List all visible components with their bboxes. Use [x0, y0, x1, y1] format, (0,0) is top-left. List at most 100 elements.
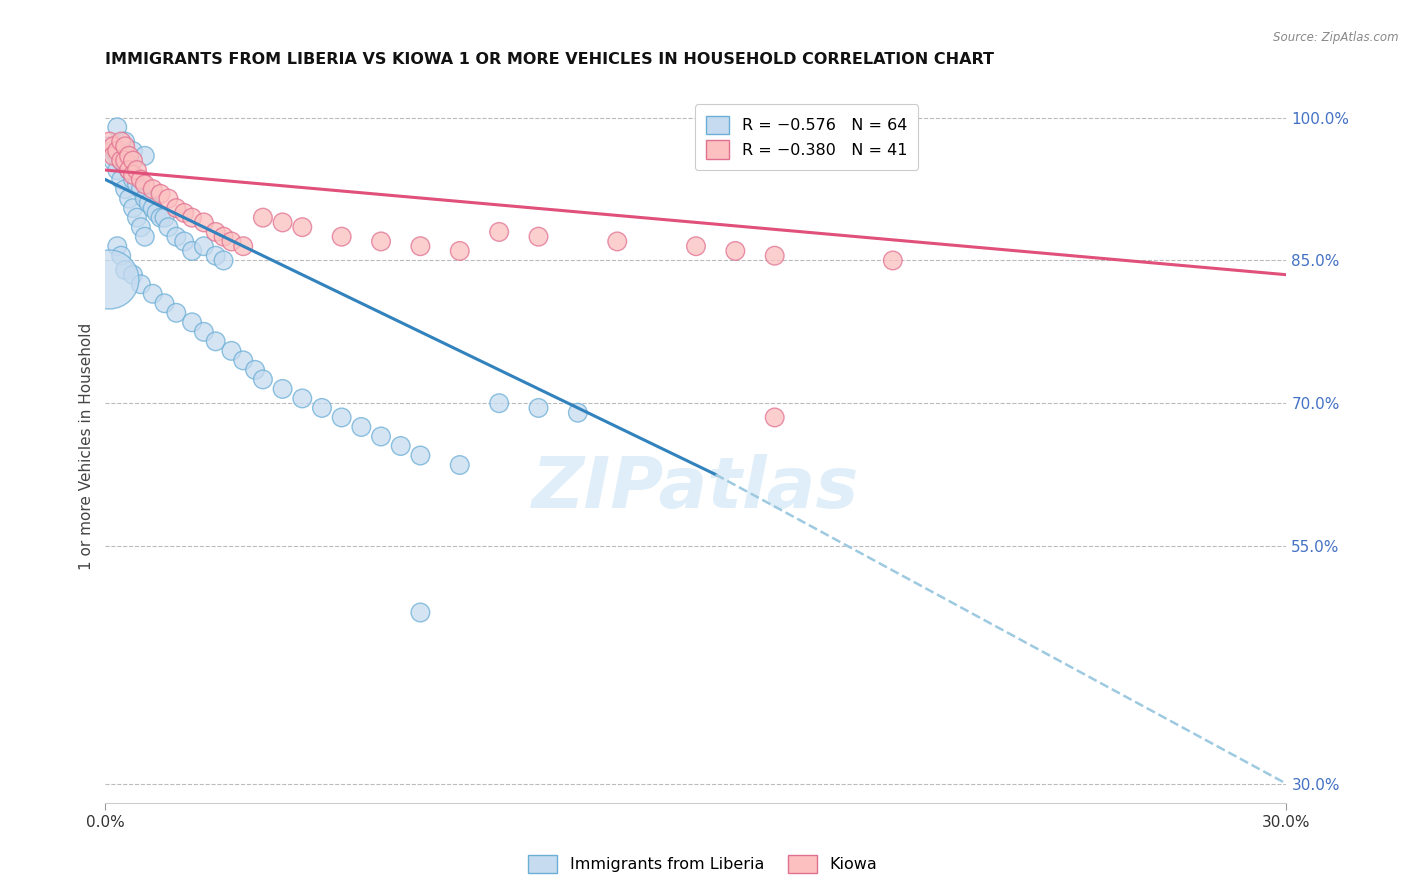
Point [181, 211, 204, 225]
Point [252, 211, 274, 225]
Point [118, 163, 141, 178]
Text: ZIPatlas: ZIPatlas [533, 454, 859, 524]
Legend: R = −0.576   N = 64, R = −0.380   N = 41: R = −0.576 N = 64, R = −0.380 N = 41 [696, 104, 918, 170]
Point [114, 158, 136, 172]
Point [193, 215, 215, 229]
Point [125, 211, 148, 225]
Point [409, 239, 432, 253]
Point [114, 182, 136, 196]
Point [449, 244, 471, 258]
Point [173, 206, 195, 220]
Point [122, 153, 145, 168]
Point [243, 363, 266, 377]
Legend: Immigrants from Liberia, Kiowa: Immigrants from Liberia, Kiowa [522, 848, 884, 880]
Point [103, 153, 125, 168]
Point [134, 149, 156, 163]
Point [271, 382, 294, 396]
Point [134, 178, 156, 192]
Text: IMMIGRANTS FROM LIBERIA VS KIOWA 1 OR MORE VEHICLES IN HOUSEHOLD CORRELATION CHA: IMMIGRANTS FROM LIBERIA VS KIOWA 1 OR MO… [105, 52, 994, 67]
Point [118, 192, 141, 206]
Point [142, 286, 165, 301]
Point [138, 196, 160, 211]
Point [122, 268, 145, 282]
Point [409, 449, 432, 463]
Point [110, 153, 132, 168]
Point [165, 306, 187, 320]
Point [173, 235, 195, 249]
Point [103, 149, 125, 163]
Point [882, 253, 904, 268]
Point [350, 420, 373, 434]
Point [122, 168, 145, 182]
Point [103, 139, 125, 153]
Point [145, 206, 167, 220]
Point [232, 239, 254, 253]
Point [252, 372, 274, 386]
Point [110, 172, 132, 186]
Point [763, 410, 786, 425]
Point [157, 192, 180, 206]
Point [122, 201, 145, 215]
Point [125, 163, 148, 178]
Point [118, 163, 141, 178]
Point [449, 458, 471, 472]
Point [271, 215, 294, 229]
Point [488, 396, 510, 410]
Point [330, 229, 353, 244]
Point [105, 239, 128, 253]
Point [488, 225, 510, 239]
Point [98, 272, 121, 286]
Point [370, 429, 392, 443]
Point [118, 149, 141, 163]
Point [114, 153, 136, 168]
Point [105, 144, 128, 158]
Point [103, 144, 125, 158]
Point [204, 225, 226, 239]
Point [142, 182, 165, 196]
Point [122, 172, 145, 186]
Point [212, 229, 235, 244]
Point [330, 410, 353, 425]
Point [221, 235, 243, 249]
Point [129, 277, 152, 292]
Point [114, 135, 136, 149]
Point [98, 139, 121, 153]
Point [291, 220, 314, 235]
Point [165, 201, 187, 215]
Point [149, 186, 172, 201]
Point [110, 249, 132, 263]
Point [114, 139, 136, 153]
Point [221, 343, 243, 358]
Point [291, 392, 314, 406]
Point [110, 153, 132, 168]
Point [193, 325, 215, 339]
Point [98, 135, 121, 149]
Y-axis label: 1 or more Vehicles in Household: 1 or more Vehicles in Household [79, 322, 94, 570]
Point [181, 244, 204, 258]
Point [204, 334, 226, 349]
Point [129, 182, 152, 196]
Point [125, 178, 148, 192]
Point [193, 239, 215, 253]
Point [232, 353, 254, 368]
Point [157, 220, 180, 235]
Point [204, 249, 226, 263]
Point [763, 249, 786, 263]
Point [153, 211, 176, 225]
Point [606, 235, 628, 249]
Point [122, 144, 145, 158]
Point [105, 163, 128, 178]
Point [114, 263, 136, 277]
Point [389, 439, 412, 453]
Point [724, 244, 747, 258]
Point [527, 229, 550, 244]
Point [129, 172, 152, 186]
Point [567, 406, 589, 420]
Point [527, 401, 550, 415]
Point [311, 401, 333, 415]
Point [110, 135, 132, 149]
Point [685, 239, 707, 253]
Point [181, 315, 204, 329]
Point [153, 296, 176, 310]
Point [134, 229, 156, 244]
